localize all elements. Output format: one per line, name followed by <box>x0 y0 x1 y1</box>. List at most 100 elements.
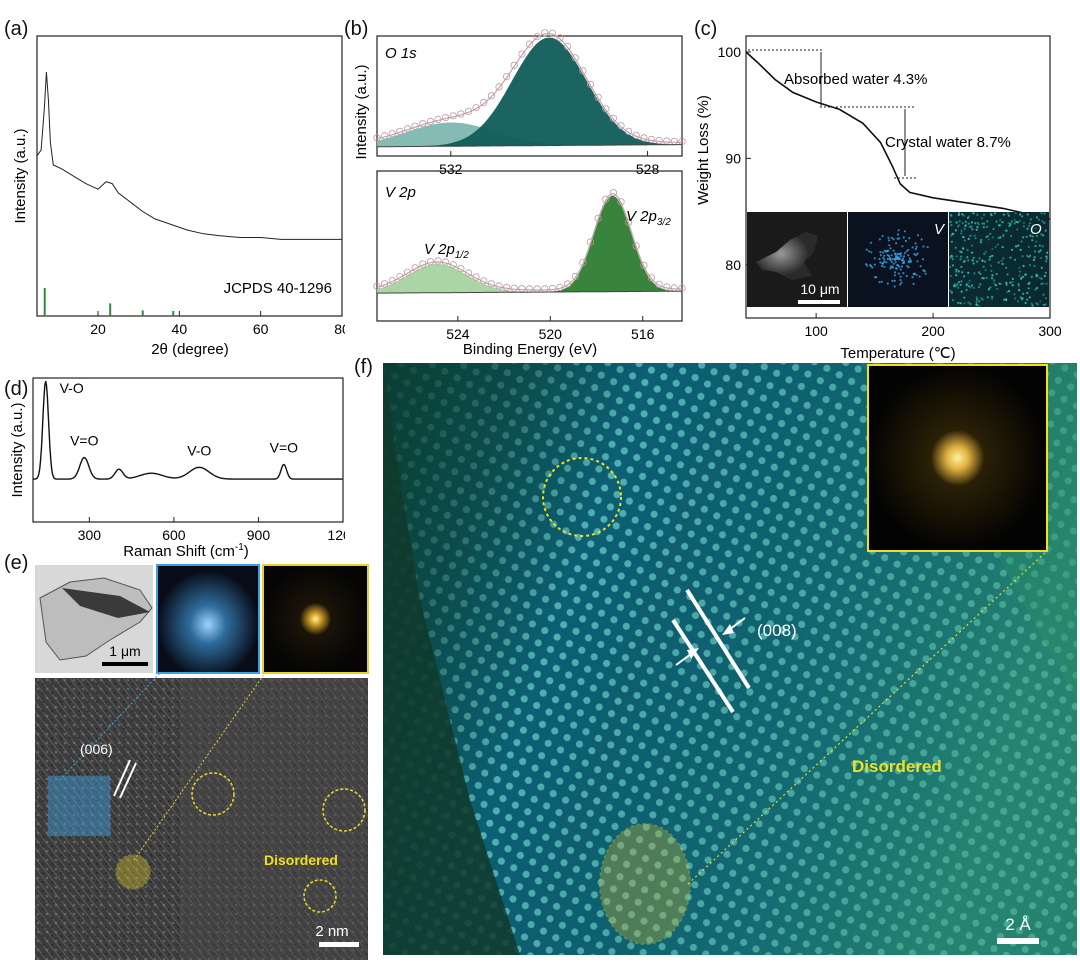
eds-pixel <box>987 288 991 291</box>
xps-data-point <box>647 135 656 144</box>
eds-pixel <box>997 237 1000 240</box>
xps-data-point <box>602 195 610 203</box>
eds-pixel <box>1014 212 1017 215</box>
arrow-head <box>722 624 734 635</box>
eds-map-v: V <box>848 212 948 307</box>
eds-pixel <box>891 279 894 282</box>
annotation-crystal-water: Crystal water 8.7% <box>885 134 1011 151</box>
eds-pixel <box>878 238 881 241</box>
eds-label-v: V <box>934 221 946 238</box>
eds-pixel <box>980 238 983 242</box>
eds-pixel <box>961 271 964 274</box>
xps-data-point <box>510 61 518 69</box>
xps-data-point <box>380 132 389 140</box>
eds-pixel <box>951 264 954 267</box>
eds-pixel <box>954 246 957 249</box>
eds-pixel <box>960 290 963 293</box>
x-tick-label: 1200 <box>327 527 345 543</box>
eds-pixel <box>957 286 960 289</box>
eds-pixel <box>970 221 973 224</box>
eds-pixel <box>957 270 960 273</box>
eds-pixel <box>915 273 918 276</box>
eds-pixel <box>905 250 908 253</box>
xps-data-point <box>396 127 404 135</box>
eds-pixel <box>990 269 993 272</box>
eds-pixel <box>963 227 966 230</box>
raman-spectrum-line <box>33 380 343 480</box>
scale-bar <box>102 662 148 666</box>
eds-pixel <box>957 281 960 284</box>
eds-pixel <box>967 237 970 240</box>
xps-data-point <box>632 131 640 139</box>
eds-pixel <box>965 284 968 287</box>
eds-pixel <box>949 275 952 278</box>
eds-pixel <box>1002 257 1005 260</box>
eds-pixel <box>1015 245 1018 248</box>
eds-pixel <box>1030 275 1033 278</box>
v2p-title: V 2p <box>385 184 416 201</box>
eds-pixel <box>914 247 917 251</box>
v2p12-label: V 2p1/2 <box>424 241 469 261</box>
eds-pixel <box>989 232 992 235</box>
x-tick-label: 200 <box>921 323 945 339</box>
x-tick-label: 516 <box>631 326 655 342</box>
eds-pixel <box>880 280 883 283</box>
eds-pixel <box>968 279 971 282</box>
scale-bar <box>798 300 840 304</box>
eds-pixel <box>892 262 895 265</box>
eds-pixel <box>961 213 964 216</box>
x-tick-label: 100 <box>804 323 828 339</box>
eds-pixel <box>950 234 953 237</box>
fft-region-ordered <box>47 775 111 837</box>
eds-pixel <box>976 213 979 216</box>
x-tick-label: 20 <box>90 321 106 337</box>
eds-pixel <box>1011 277 1014 280</box>
eds-pixel <box>1035 275 1038 278</box>
v2p32-label: V 2p3/2 <box>626 208 671 228</box>
eds-pixel <box>969 234 972 237</box>
eds-pixel <box>1045 255 1048 258</box>
eds-pixel <box>1005 281 1008 284</box>
eds-pixel <box>1039 256 1042 260</box>
lattice-marker <box>119 762 137 799</box>
eds-pixel <box>960 255 963 258</box>
eds-pixel <box>878 257 881 261</box>
eds-pixel <box>994 284 997 287</box>
disordered-region <box>322 788 366 832</box>
eds-pixel <box>981 222 984 225</box>
xps-data-point <box>541 29 549 37</box>
eds-pixel <box>1001 262 1004 266</box>
disordered-region <box>303 879 337 913</box>
eds-pixel <box>914 242 917 245</box>
peak-label: V=O <box>270 439 299 455</box>
scale-bar <box>997 938 1039 944</box>
eds-pixel <box>903 252 906 255</box>
xps-data-point <box>525 40 534 48</box>
eds-pixel <box>963 239 966 242</box>
eds-pixel <box>881 234 884 238</box>
eds-pixel <box>985 276 988 279</box>
eds-pixel <box>986 225 989 228</box>
xps-data-point <box>426 258 435 266</box>
eds-pixel <box>963 260 966 263</box>
eds-pixel <box>1026 213 1029 216</box>
eds-pixel <box>899 268 902 271</box>
eds-pixel <box>1039 300 1042 303</box>
eds-pixel <box>1014 297 1017 300</box>
eds-pixel <box>1035 234 1039 238</box>
eds-pixel <box>888 244 891 247</box>
eds-pixel <box>998 224 1001 227</box>
eds-pixel <box>1038 276 1041 279</box>
xps-component <box>377 122 682 147</box>
eds-pixel <box>960 232 963 235</box>
eds-pixel <box>977 223 980 226</box>
eds-pixel <box>1040 277 1043 280</box>
eds-pixel <box>1035 216 1038 219</box>
eds-pixel <box>956 225 960 228</box>
xps-data-point <box>411 264 419 272</box>
eds-pixel <box>907 248 910 251</box>
eds-pixel <box>975 296 978 299</box>
xps-data-point <box>579 259 587 267</box>
x-axis-label: Raman Shift (cm-1) <box>123 542 249 560</box>
eds-pixel <box>967 285 971 288</box>
